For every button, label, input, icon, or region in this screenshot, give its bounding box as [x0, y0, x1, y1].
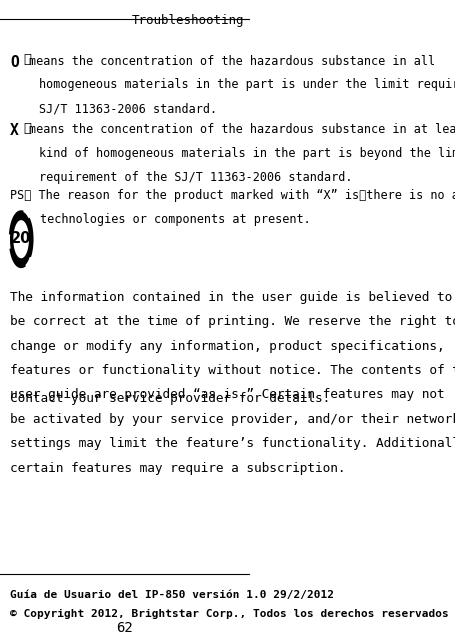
Text: change or modify any information, product specifications,: change or modify any information, produc… — [10, 340, 444, 352]
Text: ：: ： — [23, 53, 31, 66]
Text: X: X — [10, 123, 19, 138]
Text: O: O — [10, 55, 19, 69]
Text: technologies or components at present.: technologies or components at present. — [40, 213, 310, 226]
Text: SJ/T 11363-2006 standard.: SJ/T 11363-2006 standard. — [39, 102, 216, 115]
Text: 62: 62 — [116, 621, 132, 635]
Text: ：: ： — [23, 122, 31, 134]
Text: be activated by your service provider, and/or their network: be activated by your service provider, a… — [10, 413, 455, 426]
Text: means the concentration of the hazardous substance in all: means the concentration of the hazardous… — [29, 55, 435, 68]
Text: means the concentration of the hazardous substance in at least one: means the concentration of the hazardous… — [29, 123, 455, 136]
Text: Contact your service provider for details.: Contact your service provider for detail… — [10, 392, 329, 405]
Text: features or functionality without notice. The contents of the: features or functionality without notice… — [10, 364, 455, 377]
Text: homogeneous materials in the part is under the limit requirement of the: homogeneous materials in the part is und… — [39, 78, 455, 91]
Text: user guide are provided “as is.” Certain features may not: user guide are provided “as is.” Certain… — [10, 388, 444, 401]
Text: kind of homogeneous materials in the part is beyond the limit: kind of homogeneous materials in the par… — [39, 147, 455, 160]
Text: certain features may require a subscription.: certain features may require a subscript… — [10, 462, 345, 475]
Polygon shape — [10, 212, 31, 266]
Text: Guía de Usuario del IP-850 versión 1.0 29/2/2012: Guía de Usuario del IP-850 versión 1.0 2… — [10, 590, 333, 601]
Text: Troubleshooting: Troubleshooting — [131, 14, 243, 27]
Text: The information contained in the user guide is believed to: The information contained in the user gu… — [10, 291, 451, 303]
Text: be correct at the time of printing. We reserve the right to: be correct at the time of printing. We r… — [10, 315, 455, 328]
Text: 20: 20 — [11, 231, 31, 246]
Text: PS： The reason for the product marked with “X” is：there is no alternative: PS： The reason for the product marked wi… — [10, 189, 455, 202]
Polygon shape — [14, 221, 28, 258]
Text: © Copyright 2012, Brightstar Corp., Todos los derechos reservados: © Copyright 2012, Brightstar Corp., Todo… — [10, 609, 448, 619]
Text: settings may limit the feature’s functionality. Additionally,: settings may limit the feature’s functio… — [10, 437, 455, 450]
Text: requirement of the SJ/T 11363-2006 standard.: requirement of the SJ/T 11363-2006 stand… — [39, 171, 351, 184]
